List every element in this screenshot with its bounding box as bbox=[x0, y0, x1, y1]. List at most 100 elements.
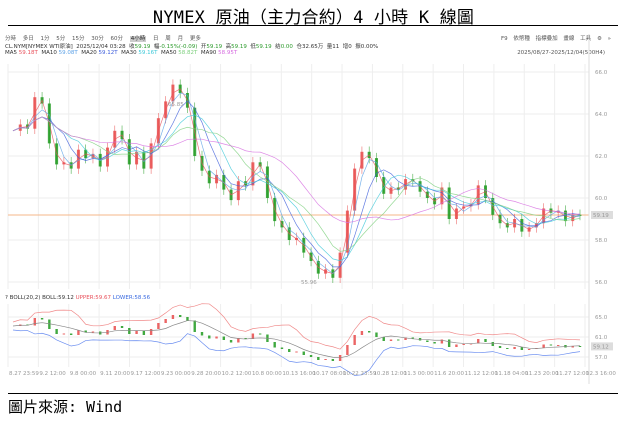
oi-value: 32.65万 bbox=[301, 44, 324, 50]
high-label: 高 bbox=[225, 44, 232, 50]
upper-label: UPPER: bbox=[75, 295, 96, 301]
tab-period[interactable]: 5分 bbox=[56, 36, 66, 42]
draw-line-button[interactable]: 畫線 bbox=[563, 36, 575, 42]
svg-text:64.0: 64.0 bbox=[595, 112, 608, 118]
svg-text:55.96: 55.96 bbox=[301, 280, 317, 286]
low-label: 低 bbox=[250, 44, 256, 50]
amp-label: 振 bbox=[355, 44, 361, 50]
tab-period[interactable]: 分時 bbox=[5, 36, 17, 42]
high-value: 59.19 bbox=[231, 44, 247, 50]
ma-label: MA5 bbox=[5, 50, 18, 56]
svg-text:65.0: 65.0 bbox=[595, 315, 608, 321]
svg-text:9.23 00:00: 9.23 00:00 bbox=[161, 371, 191, 377]
symbol: CL.NYM[NYMEX WTI原油] bbox=[5, 44, 73, 50]
kline-chart[interactable]: 65.85 55.96 56.0 58.0 60.0 62.0 64.0 66.0 59.19… bbox=[5, 34, 619, 384]
chg-value: 0 bbox=[348, 44, 352, 50]
boll-menu-icon[interactable]: ? bbox=[5, 295, 8, 301]
gear-icon[interactable]: ⚙ bbox=[596, 36, 602, 42]
price-axis: 56.0 58.0 60.0 62.0 64.0 66.0 59.19 bbox=[591, 70, 613, 286]
date-range: 2025/08/27-2025/12/04(500H4) bbox=[517, 50, 605, 56]
boll-label: BOLL: bbox=[42, 295, 59, 301]
svg-text:11.18 04:00: 11.18 04:00 bbox=[495, 371, 529, 377]
ma-label: MA30 bbox=[121, 50, 137, 56]
boll-grid bbox=[7, 304, 589, 367]
vol-label: 量 bbox=[326, 44, 333, 50]
upper-value: 59.67 bbox=[95, 295, 111, 301]
f9-button[interactable]: F9 bbox=[500, 36, 508, 42]
expand-icon[interactable]: » bbox=[607, 36, 611, 42]
svg-text:11.6 20:00: 11.6 20:00 bbox=[434, 371, 464, 377]
chg-label: 增 bbox=[342, 44, 349, 50]
tab-period[interactable]: 1分 bbox=[40, 36, 50, 42]
ma-label: MA10 bbox=[41, 50, 57, 56]
chart-title: NYMEX 原油（主力合約）4 小時 K 線圖 bbox=[152, 8, 475, 28]
tab-period[interactable]: 周 bbox=[165, 36, 171, 42]
change-label: 幅 bbox=[153, 44, 160, 50]
candlestick-series: 65.85 55.96 bbox=[12, 79, 582, 286]
svg-text:10.2 12:00: 10.2 12:00 bbox=[222, 371, 252, 377]
time-axis: 8.27 23:59 9.2 12:00 9.8 00:00 9.11 20:00 9.… bbox=[9, 371, 616, 377]
svg-text:11.27 12:00: 11.27 12:00 bbox=[556, 371, 590, 377]
svg-text:59.12: 59.12 bbox=[593, 344, 609, 350]
open-value: 59.19 bbox=[206, 44, 223, 50]
boll-name: BOLL(20,2) bbox=[9, 295, 41, 301]
svg-text:10.22 23:59: 10.22 23:59 bbox=[343, 371, 377, 377]
tools-button[interactable]: 工具 bbox=[580, 36, 592, 42]
svg-text:10.17 08:00: 10.17 08:00 bbox=[313, 371, 347, 377]
tab-period[interactable]: 月 bbox=[177, 36, 184, 42]
tab-period-active[interactable]: 4小時 bbox=[129, 36, 147, 42]
open-label: 开 bbox=[200, 44, 207, 50]
low-value: 59.19 bbox=[255, 44, 272, 50]
svg-text:9.2 12:00: 9.2 12:00 bbox=[39, 371, 66, 377]
tab-period[interactable]: 多日 bbox=[22, 36, 34, 42]
svg-text:10.8 00:00: 10.8 00:00 bbox=[252, 371, 282, 377]
quote-line: CL.NYM[NYMEX WTI原油] 2025/12/04 03:28 收59… bbox=[5, 42, 378, 50]
ma-value: 58.82T bbox=[178, 50, 198, 56]
svg-text:56.0: 56.0 bbox=[595, 280, 608, 286]
boll-value: 59.12 bbox=[58, 295, 74, 301]
svg-text:58.0: 58.0 bbox=[595, 238, 608, 244]
amp-value: 0.00% bbox=[360, 44, 379, 50]
ma-legend: MA5 59.18T MA10 59.08T MA20 59.12T MA30 … bbox=[5, 50, 237, 56]
svg-text:61.0: 61.0 bbox=[595, 335, 608, 341]
svg-text:11.12 12:00: 11.12 12:00 bbox=[465, 371, 499, 377]
svg-text:9.17 12:00: 9.17 12:00 bbox=[130, 371, 160, 377]
lower-value: 58.56 bbox=[134, 295, 151, 301]
currency-button[interactable]: 依幣種 bbox=[513, 36, 530, 42]
tab-period[interactable]: 30分 bbox=[91, 36, 104, 42]
quote-datetime: 2025/12/04 03:28 bbox=[76, 44, 126, 50]
ma-value: 59.12T bbox=[98, 50, 118, 56]
right-toolbar: F9 依幣種 指標疊加 畫線 工具 ⚙ » bbox=[497, 34, 611, 42]
boll-series bbox=[12, 303, 582, 376]
svg-text:66.0: 66.0 bbox=[595, 70, 608, 76]
svg-text:60.0: 60.0 bbox=[595, 196, 608, 202]
ma-label: MA90 bbox=[200, 50, 217, 56]
svg-text:9.11 20:00: 9.11 20:00 bbox=[100, 371, 130, 377]
ma-value: 58.95T bbox=[218, 50, 238, 56]
svg-text:11.3 00:00: 11.3 00:00 bbox=[404, 371, 434, 377]
svg-text:59.19: 59.19 bbox=[593, 213, 609, 219]
ma-value: 59.18T bbox=[18, 50, 38, 56]
lower-label: LOWER: bbox=[112, 295, 135, 301]
close-label: 收 bbox=[129, 44, 135, 50]
ma-value: 59.08T bbox=[58, 50, 78, 56]
tab-period[interactable]: 15分 bbox=[72, 36, 85, 42]
ma-label: MA20 bbox=[81, 50, 97, 56]
tab-period[interactable]: 更多 bbox=[189, 36, 201, 42]
svg-text:9.8 00:00: 9.8 00:00 bbox=[70, 371, 97, 377]
close-value: 59.19 bbox=[134, 44, 151, 50]
boll-axis: 57.0 61.0 65.0 59.12 bbox=[591, 315, 613, 361]
ma-label: MA50 bbox=[161, 50, 177, 56]
svg-text:9.28 20:00: 9.28 20:00 bbox=[191, 371, 221, 377]
svg-text:8.27 23:59: 8.27 23:59 bbox=[9, 371, 39, 377]
indicator-overlay-button[interactable]: 指標疊加 bbox=[535, 36, 558, 42]
change-value: -0.15%(-0.09) bbox=[159, 44, 198, 50]
top-divider bbox=[8, 25, 618, 26]
svg-text:10.13 16:00: 10.13 16:00 bbox=[282, 371, 316, 377]
boll-legend: ? BOLL(20,2) BOLL:59.12 UPPER:59.67 LOWE… bbox=[5, 295, 150, 301]
svg-text:11.23 20:00: 11.23 20:00 bbox=[525, 371, 559, 377]
tab-period[interactable]: 日 bbox=[153, 36, 159, 42]
svg-text:57.0: 57.0 bbox=[595, 355, 608, 361]
oi-label: 仓 bbox=[296, 44, 302, 50]
tab-period[interactable]: 60分 bbox=[110, 36, 124, 42]
